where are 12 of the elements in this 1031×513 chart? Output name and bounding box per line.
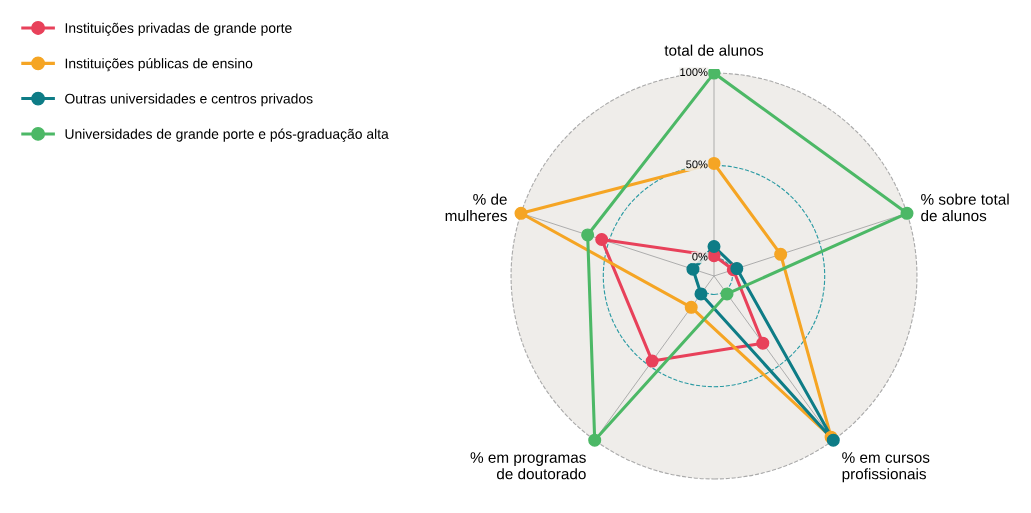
spoke-label: total de alunos xyxy=(664,44,764,56)
y-tick-label: 100% xyxy=(680,68,708,77)
y-tick-label: 50% xyxy=(686,160,708,169)
spoke-label: % em programas de doutorado xyxy=(470,452,586,480)
spoke-label: % de mulheres xyxy=(445,193,507,222)
y-tick-label: 0% xyxy=(692,252,708,261)
spoke-label: % em cursos profissionais xyxy=(842,452,930,483)
spoke-label: % sobre total de alunos xyxy=(921,193,1009,222)
legend-label: Outras universidades e centros privados xyxy=(65,93,313,107)
legend-label: Instituições públicas de ensino xyxy=(65,57,253,72)
legend-label: Universidades de grande porte e pós-graduação alta xyxy=(65,128,389,142)
legend-label: Instituições privadas de grande porte xyxy=(65,22,292,36)
